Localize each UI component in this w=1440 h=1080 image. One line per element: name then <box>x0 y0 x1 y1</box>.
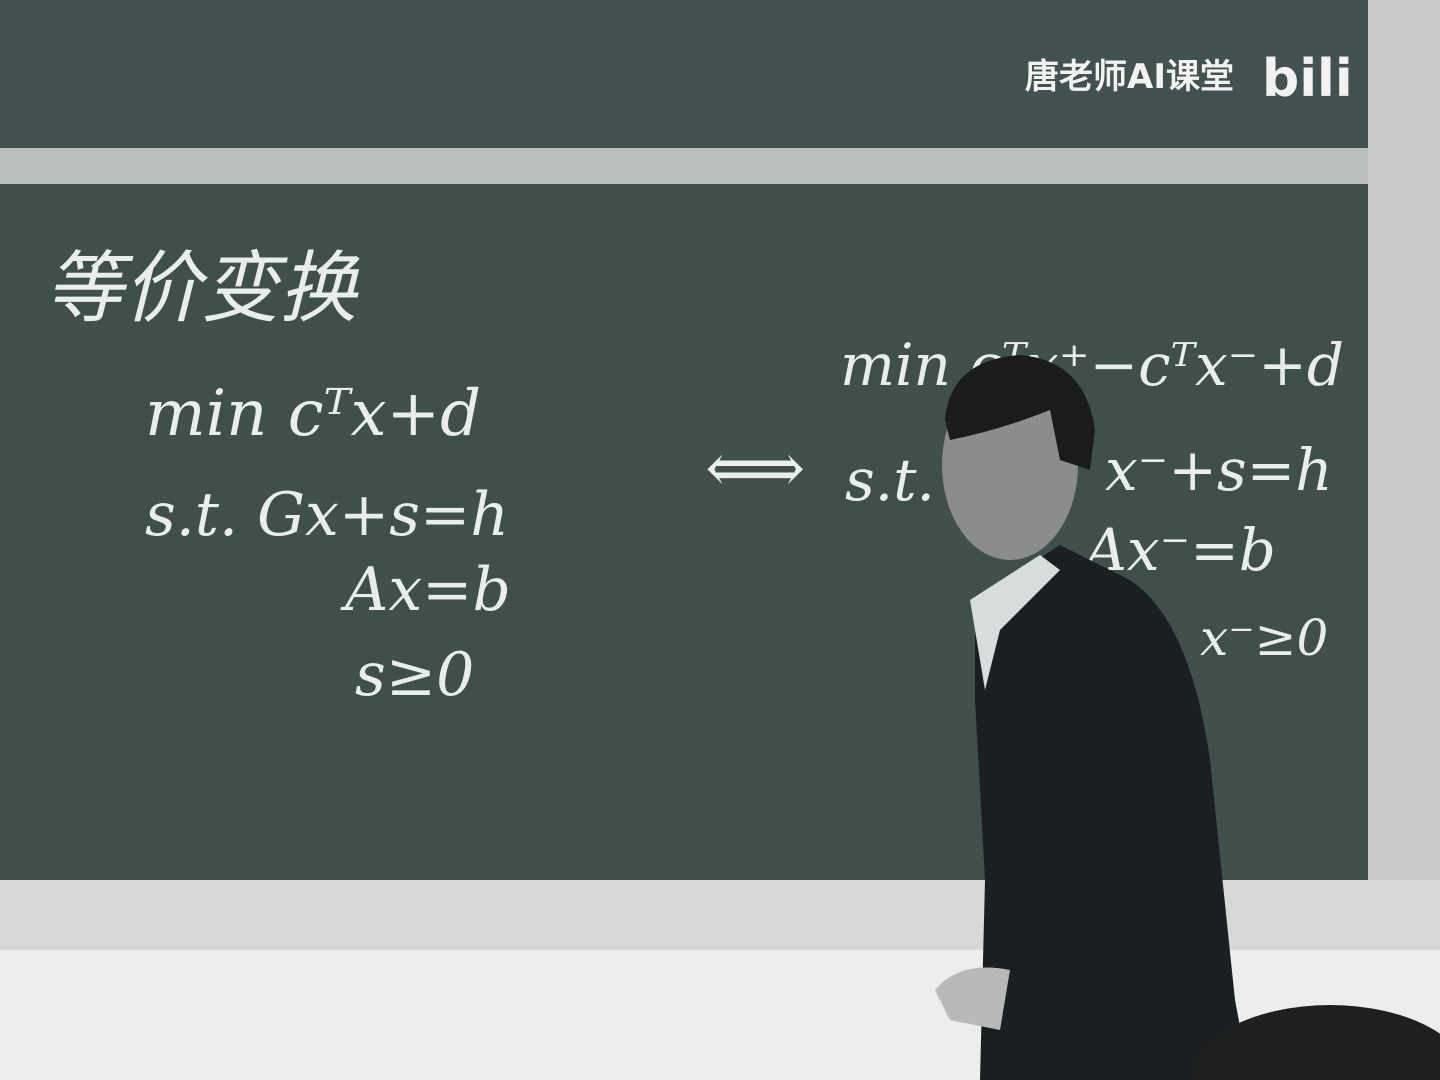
audience-head <box>1190 1005 1440 1080</box>
right-constraint: s.t. <box>845 446 935 514</box>
jacket <box>975 545 1250 1080</box>
equivalence-arrow: ⟺ <box>705 427 805 509</box>
upper-board <box>0 0 1385 150</box>
lecturer <box>935 355 1250 1080</box>
left-constraint: s≥0 <box>355 640 474 710</box>
left-constraint: s.t. Gx+s=h <box>145 480 509 550</box>
left-constraint: Ax=b <box>340 555 511 625</box>
board-frame <box>1368 0 1440 960</box>
hair <box>945 355 1095 470</box>
collar <box>970 555 1060 690</box>
board-rail <box>0 148 1385 186</box>
logo: bili <box>1262 49 1353 109</box>
channel-name: 唐老师AI课堂 <box>1025 57 1234 97</box>
right-objective: min cᵀx⁺−cᵀx⁻+d <box>840 331 1344 399</box>
board-title: 等价变换 <box>45 244 360 334</box>
right-constraint: x⁻≥0 <box>1200 609 1328 667</box>
left-objective: min cᵀx+d <box>145 377 481 451</box>
hand <box>935 967 1010 1030</box>
right-constraint: x⁻+s=h <box>1105 436 1333 504</box>
